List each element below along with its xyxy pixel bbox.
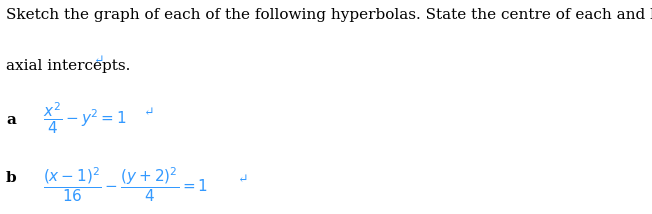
Text: axial intercepts.: axial intercepts. bbox=[6, 59, 130, 73]
Text: $\dfrac{x^2}{4} - y^2 = 1$: $\dfrac{x^2}{4} - y^2 = 1$ bbox=[44, 101, 128, 136]
Text: $\dfrac{(x-1)^2}{16} - \dfrac{(y+2)^2}{4} = 1$: $\dfrac{(x-1)^2}{16} - \dfrac{(y+2)^2}{4… bbox=[44, 165, 209, 204]
Text: b: b bbox=[6, 171, 17, 185]
Text: ↵: ↵ bbox=[144, 106, 155, 119]
Text: ↵: ↵ bbox=[237, 172, 248, 186]
Text: Sketch the graph of each of the following hyperbolas. State the centre of each a: Sketch the graph of each of the followin… bbox=[6, 8, 652, 22]
Text: a: a bbox=[6, 113, 16, 127]
Text: ↵: ↵ bbox=[94, 54, 104, 67]
